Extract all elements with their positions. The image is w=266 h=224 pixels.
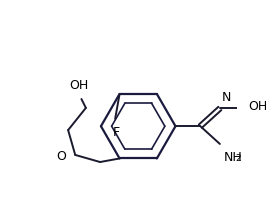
Text: F: F xyxy=(113,126,120,139)
Text: NH: NH xyxy=(223,151,242,164)
Text: N: N xyxy=(222,91,231,104)
Text: O: O xyxy=(56,150,66,163)
Text: 2: 2 xyxy=(235,154,240,163)
Text: OH: OH xyxy=(248,100,266,113)
Text: OH: OH xyxy=(69,79,88,92)
